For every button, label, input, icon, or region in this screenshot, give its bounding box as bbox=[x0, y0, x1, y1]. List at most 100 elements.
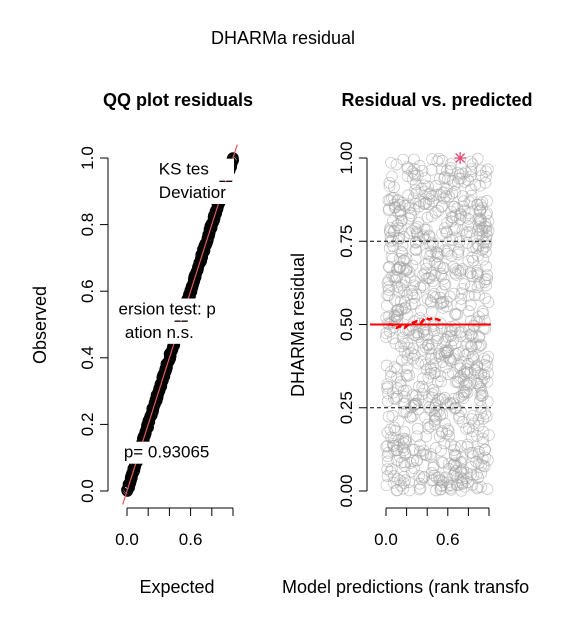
residual-point bbox=[391, 382, 404, 395]
residual-point bbox=[452, 376, 465, 389]
qq-panel: QQ plot residuals 0.00.20.40.60.81.00.0 0… bbox=[30, 90, 253, 597]
residual-point bbox=[395, 214, 408, 227]
residual-point bbox=[478, 460, 491, 473]
residual-point bbox=[481, 207, 493, 220]
residual-point bbox=[473, 276, 486, 289]
residual-point bbox=[471, 481, 484, 494]
residual-point bbox=[402, 189, 415, 202]
residual-point bbox=[464, 266, 477, 279]
residual-point bbox=[442, 425, 455, 437]
residual-point bbox=[380, 331, 392, 343]
qq-y-tick-label: 0.0 bbox=[78, 479, 97, 503]
residual-point bbox=[460, 385, 472, 398]
residual-point bbox=[460, 366, 473, 379]
residual-point bbox=[406, 284, 418, 297]
residual-point bbox=[466, 241, 479, 253]
residual-point bbox=[404, 271, 417, 284]
residual-point bbox=[397, 230, 410, 243]
residual-point bbox=[391, 305, 403, 318]
residual-point bbox=[408, 167, 421, 180]
residual-point bbox=[381, 380, 394, 393]
residual-point bbox=[479, 292, 492, 305]
residual-point bbox=[450, 268, 463, 281]
residual-point bbox=[410, 288, 423, 301]
residual-point bbox=[387, 191, 400, 204]
residual-point bbox=[480, 225, 493, 238]
residual-point bbox=[425, 451, 437, 463]
residual-point bbox=[432, 240, 445, 253]
residual-point bbox=[433, 471, 445, 484]
residual-point bbox=[476, 387, 488, 399]
residual-point bbox=[480, 165, 492, 178]
residual-point bbox=[422, 422, 435, 435]
residual-point bbox=[460, 422, 473, 435]
residual-point bbox=[418, 197, 430, 210]
residual-point bbox=[434, 297, 447, 310]
residual-point bbox=[475, 406, 487, 419]
residual-point bbox=[425, 347, 438, 360]
residual-point bbox=[411, 430, 423, 443]
residual-point bbox=[480, 279, 492, 292]
residual-point bbox=[431, 250, 444, 263]
residual-point bbox=[455, 455, 468, 468]
residual-point bbox=[480, 410, 493, 423]
residual-point bbox=[408, 291, 420, 304]
residual-point bbox=[483, 429, 495, 442]
residual-point bbox=[386, 170, 398, 183]
residual-point bbox=[471, 199, 484, 211]
residual-point bbox=[480, 229, 493, 242]
residual-point bbox=[381, 455, 394, 468]
residual-point bbox=[398, 337, 410, 350]
residual-point bbox=[481, 163, 494, 176]
residual-point bbox=[457, 200, 470, 213]
residual-point bbox=[399, 434, 411, 447]
residual-point bbox=[435, 375, 448, 388]
residual-point bbox=[410, 244, 423, 257]
residual-point bbox=[386, 234, 399, 247]
qq-x-tick-label: 0.0 bbox=[115, 530, 139, 549]
residual-point bbox=[466, 331, 479, 344]
residual-point bbox=[417, 471, 430, 484]
residual-point bbox=[440, 480, 453, 493]
qq-ylabel: Observed bbox=[30, 286, 50, 364]
residual-point bbox=[462, 174, 475, 187]
residual-point bbox=[385, 156, 397, 169]
residual-point bbox=[398, 456, 411, 469]
residual-point bbox=[472, 249, 484, 262]
residual-point bbox=[455, 287, 468, 300]
residual-point bbox=[460, 330, 473, 343]
residual-point bbox=[407, 352, 420, 365]
residual-point bbox=[441, 164, 453, 177]
residual-point bbox=[475, 169, 488, 182]
residual-point bbox=[480, 354, 493, 367]
qq-annotation-bg bbox=[155, 158, 234, 181]
residual-point bbox=[447, 459, 460, 472]
residual-point bbox=[435, 267, 447, 280]
residual-axes: 0.00 0.25 0.50 0.75 1.00 0.0 0.6 bbox=[337, 141, 490, 549]
residual-point bbox=[430, 188, 443, 201]
residual-point bbox=[388, 225, 401, 237]
qq-y-tick-label: 0.6 bbox=[78, 279, 97, 303]
residual-point bbox=[420, 223, 433, 236]
qq-annotation: KS tes bbox=[159, 160, 209, 179]
residual-point bbox=[462, 212, 475, 225]
residual-points bbox=[380, 152, 495, 497]
residual-point bbox=[461, 438, 474, 451]
residual-point bbox=[481, 360, 494, 372]
residual-point bbox=[386, 409, 399, 422]
residual-point bbox=[401, 263, 413, 275]
residual-point bbox=[452, 243, 465, 256]
residual-point bbox=[386, 252, 399, 265]
residual-point bbox=[455, 440, 467, 452]
residual-point bbox=[429, 367, 442, 379]
residual-point bbox=[393, 281, 406, 294]
residual-point bbox=[426, 190, 438, 202]
residual-point bbox=[401, 337, 414, 349]
qq-x-tick-label: 0.6 bbox=[179, 530, 203, 549]
residual-point bbox=[410, 389, 422, 402]
qq-annotation-bg bbox=[121, 321, 232, 344]
residual-point bbox=[446, 174, 459, 187]
residual-point bbox=[435, 456, 448, 468]
residual-point bbox=[449, 222, 462, 235]
residual-point bbox=[426, 195, 439, 207]
